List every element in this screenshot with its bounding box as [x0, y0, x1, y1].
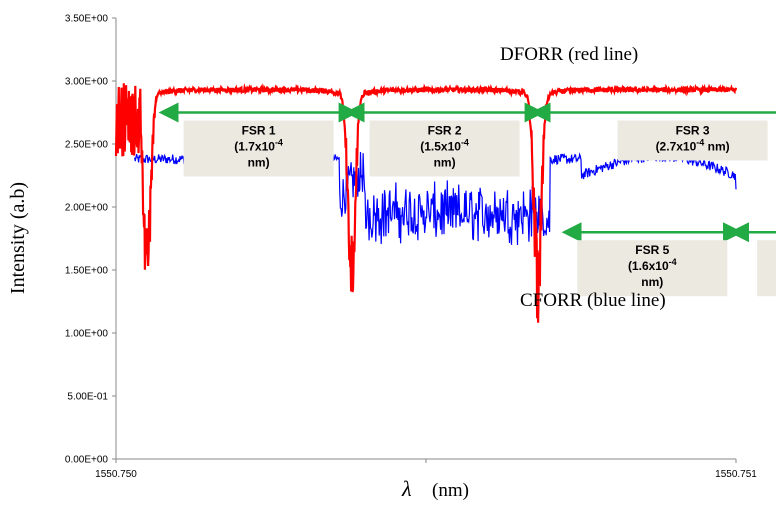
fsr-unit: nm) — [434, 156, 456, 170]
fsr-value: (1.7x10-4 — [234, 138, 283, 154]
series-label-cforr: CFORR (blue line) — [520, 290, 666, 311]
fsr-box — [617, 120, 768, 161]
fsr-annotation: FSR 3(2.7x10-4 nm) — [530, 102, 776, 161]
y-tick-label: 1.00E+00 — [65, 329, 109, 340]
plot-area: 0.00E+00 5.00E-01 1.00E+00 1.50E+00 2.00E+00… — [65, 14, 776, 480]
fsr-label: FSR 1 — [242, 124, 276, 138]
x-tick-label: 1550.751 — [715, 469, 757, 480]
fsr-annotation: FSR6(1.6x10-4nm) — [729, 222, 776, 297]
fsr-box — [369, 120, 520, 177]
y-tick-label: 2.00E+00 — [65, 203, 109, 214]
fsr-box — [757, 240, 776, 297]
fsr-value: (2.7x10-4 nm) — [656, 138, 730, 154]
fsr-value: (1.5x10-4 — [420, 138, 469, 154]
fsr-value: (1.6x10-4 — [628, 257, 677, 273]
x-tick-label: 1550.750 — [95, 469, 137, 480]
y-tick-label: 5.00E-01 — [67, 392, 108, 403]
y-tick-label: 3.00E+00 — [65, 77, 109, 88]
fsr-box — [577, 240, 728, 297]
fsr-annotation: FSR 1(1.7x10-4 nm) — [158, 102, 359, 177]
y-tick-label: 0.00E+00 — [65, 455, 109, 466]
y-tick-label: 3.50E+00 — [65, 14, 109, 25]
x-axis-label-symbol: λ — [401, 476, 412, 501]
y-tick-label: 2.50E+00 — [65, 140, 109, 151]
fsr-annotation: FSR 5(1.6x10-4 nm) — [561, 222, 743, 297]
x-axis-label-unit: (nm) — [432, 480, 469, 501]
fsr-box — [183, 120, 334, 177]
fsr-label: FSR 2 — [428, 124, 462, 138]
fsr-unit: nm) — [641, 275, 663, 289]
fsr-unit: nm) — [248, 156, 270, 170]
y-axis-label: Intensity (a.b) — [7, 182, 29, 294]
series-dforr-line — [114, 83, 738, 323]
fsr-label: FSR 3 — [676, 124, 710, 138]
y-tick-label: 1.50E+00 — [65, 266, 109, 277]
fsr-annotation: FSR 2(1.5x10-4 nm) — [344, 102, 545, 177]
fsr-label: FSR 5 — [635, 243, 669, 257]
series-label-dforr: DFORR (red line) — [500, 44, 638, 65]
